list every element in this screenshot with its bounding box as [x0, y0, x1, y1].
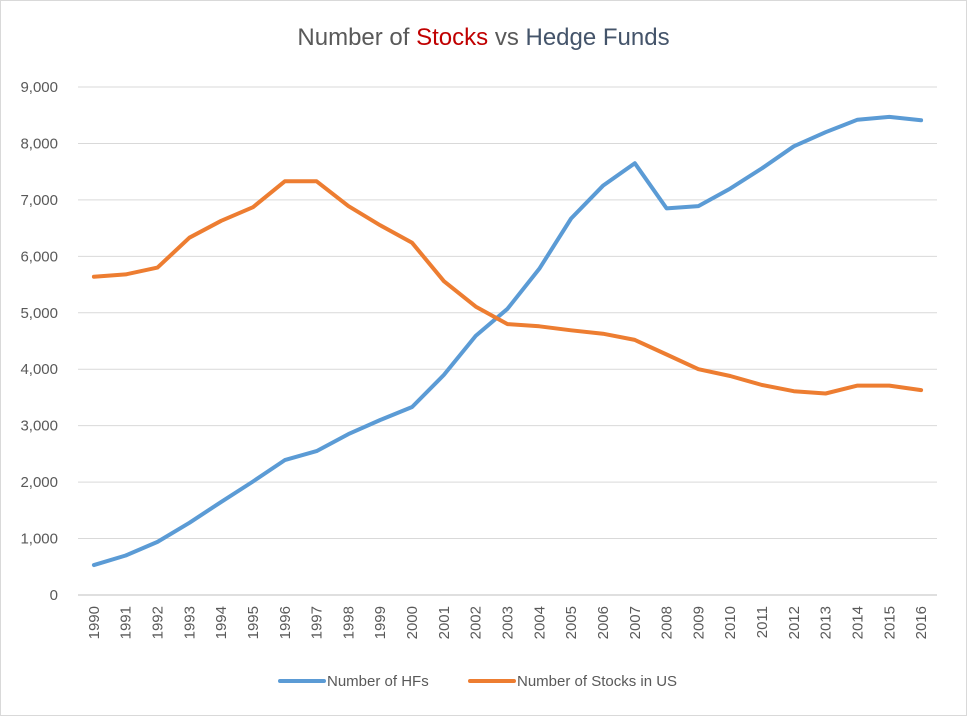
- x-tick-label: 1990: [86, 606, 103, 639]
- y-tick-label: 4,000: [20, 361, 58, 378]
- x-tick-label: 2002: [468, 606, 485, 639]
- x-tick-label: 1993: [181, 606, 198, 639]
- x-tick-label: 2000: [404, 606, 421, 639]
- x-tick-label: 2011: [754, 606, 771, 638]
- y-tick-label: 3,000: [20, 418, 58, 435]
- y-tick-label: 2,000: [20, 474, 58, 491]
- x-tick-label: 2012: [786, 606, 803, 639]
- y-tick-label: 5,000: [20, 305, 58, 322]
- x-tick-label: 1994: [213, 606, 230, 639]
- y-tick-label: 7,000: [20, 192, 58, 209]
- series-lines: [91, 114, 924, 568]
- x-tick-label: 1996: [277, 606, 294, 639]
- series-line-2: [91, 179, 924, 396]
- chart-title-part-1: Number of: [297, 24, 417, 51]
- x-tick-label: 2013: [818, 606, 835, 639]
- x-tick-label: 2006: [595, 606, 612, 639]
- x-tick-label: 2003: [500, 606, 517, 639]
- x-tick-label: 1999: [372, 606, 389, 639]
- x-tick-label: 2005: [563, 606, 580, 639]
- x-tick-label: 1992: [150, 606, 167, 639]
- chart-title: Number of Stocks vs Hedge Funds: [0, 24, 967, 52]
- x-tick-label: 1991: [118, 606, 135, 639]
- y-tick-label: 6,000: [20, 248, 58, 265]
- x-tick-label: 2004: [531, 606, 548, 639]
- y-axis-tick-labels: 0 1,000 2,000 3,000 4,000 5,000 6,000 7,000 8,00…: [20, 79, 58, 604]
- legend-label-1: Number of HFs: [327, 673, 429, 690]
- legend: Number of HFs Number of Stocks in US: [278, 673, 677, 690]
- y-tick-label: 1,000: [20, 531, 58, 548]
- y-tick-label: 0: [50, 587, 58, 604]
- x-tick-label: 2008: [659, 606, 676, 639]
- x-tick-label: 2016: [913, 606, 930, 639]
- x-tick-label: 1997: [309, 606, 326, 639]
- x-tick-label: 2009: [690, 606, 707, 639]
- chart-title-part-3: vs: [488, 24, 526, 51]
- chart-title-hedge-funds: Hedge Funds: [525, 24, 670, 51]
- x-tick-label: 2010: [722, 606, 739, 639]
- legend-label-2: Number of Stocks in US: [517, 673, 677, 690]
- x-tick-label: 2015: [881, 606, 898, 639]
- chart-title-stocks: Stocks: [416, 24, 489, 51]
- y-tick-label: 9,000: [20, 79, 58, 96]
- x-tick-label: 1995: [245, 606, 262, 639]
- x-tick-label: 2014: [849, 606, 866, 639]
- gridlines: [78, 86, 937, 596]
- y-tick-label: 8,000: [20, 135, 58, 152]
- x-axis-tick-labels: 1990 1991 1992 1993 1994 1995 1996 1997 1998 1999…: [86, 606, 930, 639]
- x-tick-label: 1998: [340, 606, 357, 639]
- x-tick-label: 2007: [627, 606, 644, 639]
- x-tick-label: 2001: [436, 606, 453, 639]
- series-line-1: [91, 114, 924, 568]
